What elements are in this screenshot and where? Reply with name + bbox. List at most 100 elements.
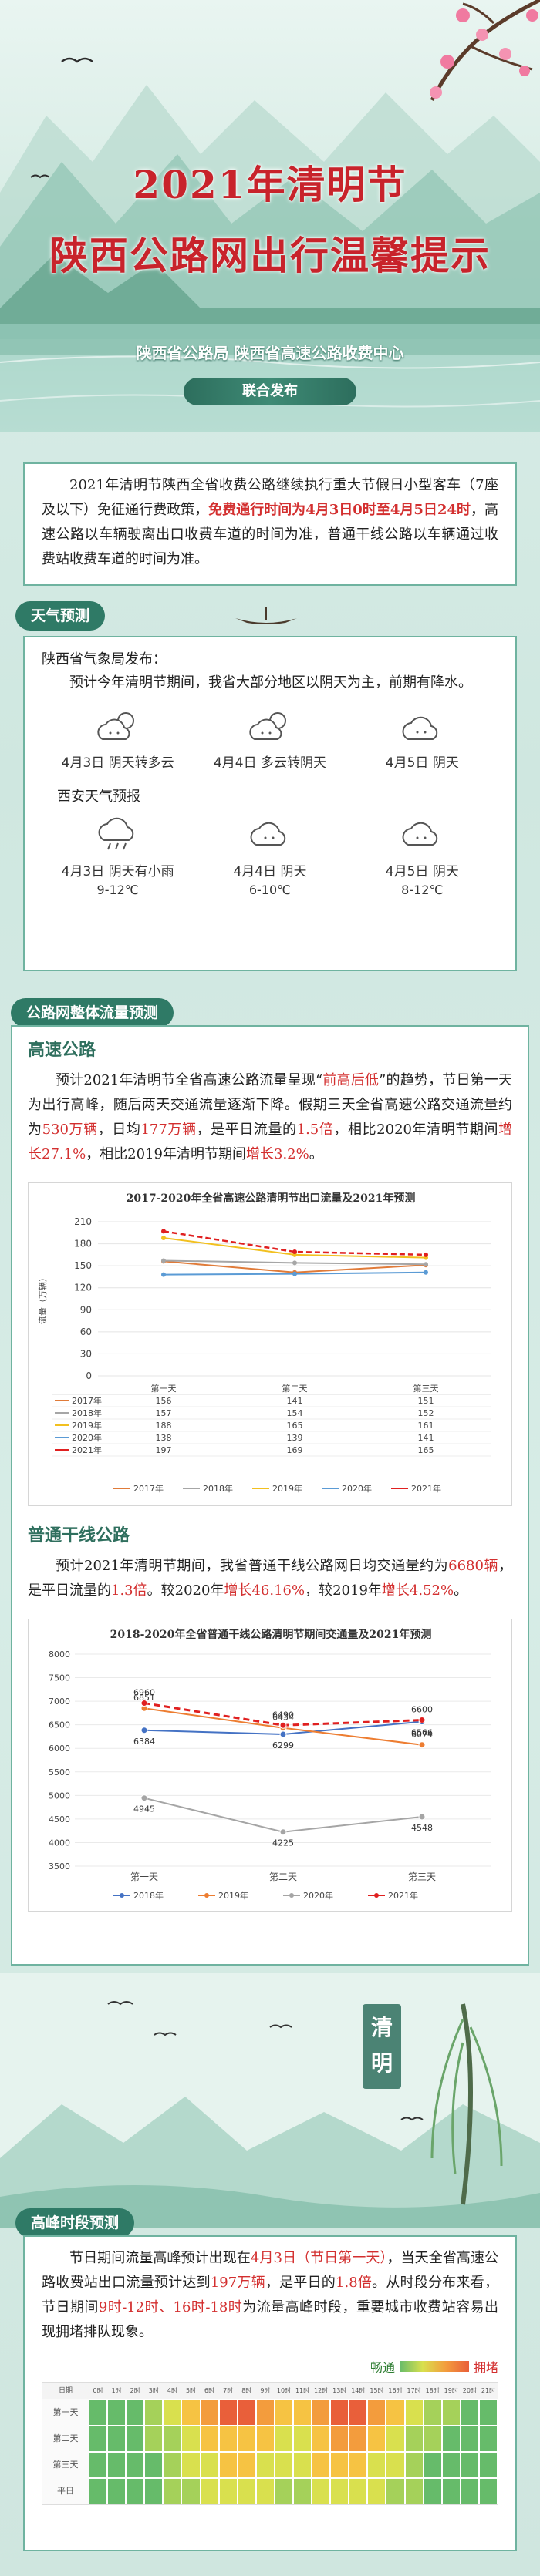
peak-text-segment: 4月3日（节日第一天）: [250, 2250, 387, 2266]
general-road-subtitle: 普通干线公路: [28, 1525, 130, 1545]
data-label: 6384: [133, 1737, 155, 1747]
heatmap-cell: [163, 2478, 182, 2504]
heatmap-hour-label: 20时: [460, 2383, 479, 2399]
heatmap-cell: [144, 2399, 164, 2426]
heatmap-cell: [293, 2452, 312, 2478]
legend-label: 2017年: [133, 1483, 164, 1494]
highway-text-segment: ，相比2019年清明节期间: [86, 1146, 246, 1162]
highway-text-segment: 。: [309, 1146, 323, 1162]
data-point: [424, 1252, 428, 1257]
heatmap-cell: [478, 2399, 498, 2426]
heatmap-cell: [478, 2426, 498, 2452]
heatmap-cell: [89, 2426, 108, 2452]
heatmap-hour-label: 13时: [330, 2383, 349, 2399]
highway-text-segment: 增长27.1%: [28, 1122, 513, 1162]
joint-publish-badge: 联合发布: [184, 378, 356, 405]
weather-source: 陕西省气象局发布：: [42, 651, 167, 668]
general-text-segment: 增长46.16%: [224, 1582, 305, 1599]
heatmap-cell: [386, 2452, 405, 2478]
data-label: 4945: [133, 1804, 155, 1814]
x-category-label: 第三天: [413, 1383, 439, 1394]
table-value: 165: [287, 1421, 303, 1431]
heatmap-cell: [163, 2426, 182, 2452]
heatmap-cell: [107, 2452, 127, 2478]
table-value: 138: [156, 1433, 172, 1443]
heatmap-cell: [293, 2426, 312, 2452]
general-text-segment: 增长4.52%: [381, 1582, 454, 1599]
province-day3-label: 4月5日 阴天: [385, 755, 459, 771]
scenery-illustration: [0, 1973, 540, 2228]
heatmap-cell: [330, 2399, 349, 2426]
province-weather-day3: 4月5日 阴天: [346, 708, 498, 771]
y-tick-label: 7000: [49, 1697, 70, 1707]
heatmap-hour-label: 11时: [293, 2383, 312, 2399]
heatmap-cell: [367, 2478, 386, 2504]
y-tick-label: 180: [74, 1239, 92, 1249]
y-tick-label: 5000: [49, 1791, 70, 1801]
hero-banner: 2021年清明节 陕西公路网出行温馨提示 陕西省公路局 陕西省高速公路收费中心 …: [0, 0, 540, 432]
y-tick-label: 3500: [49, 1861, 70, 1871]
data-label: 6434: [272, 1713, 294, 1723]
heatmap-cell: [349, 2426, 368, 2452]
cloud-icon: [250, 822, 286, 846]
data-point: [418, 1717, 426, 1724]
highway-text-segment: 前高后低: [322, 1072, 380, 1088]
legend-gradient: [399, 2361, 469, 2372]
heatmap-header-cell: 日期: [42, 2383, 89, 2399]
heatmap-cell: [293, 2478, 312, 2504]
general-text-segment: 。: [454, 1582, 468, 1599]
data-point: [418, 1813, 426, 1821]
data-point: [418, 1741, 426, 1749]
section-title-weather: 天气预测: [15, 601, 106, 631]
intro-text-2: ，高速公路以车辆驶离出口收费车道的时间为准，普通干线公路以车辆通过收费站收费车道…: [42, 502, 499, 567]
heatmap-cell: [107, 2478, 127, 2504]
table-series-label: 2017年: [72, 1395, 102, 1406]
data-point: [140, 1727, 148, 1734]
table-value: 157: [156, 1408, 172, 1418]
heatmap-cell: [312, 2478, 331, 2504]
table-value: 188: [156, 1421, 172, 1431]
heatmap-cell: [89, 2478, 108, 2504]
table-value: 161: [418, 1421, 434, 1431]
heatmap-cell: [478, 2452, 498, 2478]
highway-text-segment: ，是平日流量的: [196, 1122, 297, 1138]
general-road-chart-svg: 2018-2020年全省普通干线公路清明节期间交通量及2021年预测 3500 40…: [49, 1628, 491, 1901]
heatmap-hour-label: 19时: [441, 2383, 461, 2399]
heatmap-cell: [255, 2399, 275, 2426]
heatmap-cell: [126, 2426, 145, 2452]
legend-label: 2018年: [203, 1483, 233, 1494]
cloud-icon: [402, 822, 438, 846]
heatmap-hour-label: 12时: [312, 2383, 331, 2399]
y-tick-label: 4500: [49, 1814, 70, 1824]
heatmap-hour-label: 3时: [144, 2383, 164, 2399]
data-label: 4225: [272, 1838, 294, 1848]
series-line: [163, 1230, 427, 1256]
general-road-chart: 2018-2020年全省普通干线公路清明节期间交通量及2021年预测 3500 40…: [28, 1619, 512, 1912]
heatmap-cell: [330, 2452, 349, 2478]
heatmap-cell: [200, 2478, 219, 2504]
legend-jam-label: 拥堵: [473, 2360, 498, 2375]
xian-day2-label: 4月4日 阴天: [233, 864, 307, 879]
y-tick-label: 30: [80, 1348, 92, 1359]
xian-day1-temp: 9-12℃: [96, 883, 139, 897]
weather-forecast-text: 预计今年清明节期间，我省大部分地区以阴天为主，前期有降水。: [69, 674, 472, 691]
y-tick-label: 7500: [49, 1673, 70, 1683]
general-text-segment: 预计2021年清明节期间，我省普通干线公路网日均交通量约为: [56, 1558, 449, 1574]
heatmap-cell: [126, 2399, 145, 2426]
heatmap-row-label: 平日: [42, 2478, 89, 2504]
heatmap-cell: [89, 2399, 108, 2426]
heatmap-cell: [237, 2399, 256, 2426]
intro-text-1: 2021年清明节陕西全省收费公路继续执行重大节假日小型客车（7座及以下）免征通行…: [42, 477, 498, 518]
peak-text-segment: 9时-12时、16时-18时: [98, 2299, 243, 2315]
series-line: [143, 1797, 423, 1833]
general-text-segment: 1.3倍: [111, 1582, 147, 1599]
data-point: [279, 1721, 287, 1729]
general-text-segment: 。较2020年: [147, 1582, 224, 1599]
province-weather-row: 4月3日 阴天转多云 4月4日 多云转阴天 4月5日 阴天: [42, 708, 498, 771]
flow-card: 高速公路 预计2021年清明节全省高速公路流量呈现“前高后低”的趋势，节日第一天…: [11, 1025, 529, 1966]
section-title-flow: 公路网整体流量预测: [11, 998, 174, 1027]
heatmap-cell: [386, 2399, 405, 2426]
y-tick-label: 4000: [49, 1838, 70, 1848]
heatmap-cell: [349, 2478, 368, 2504]
heatmap-cell: [312, 2426, 331, 2452]
